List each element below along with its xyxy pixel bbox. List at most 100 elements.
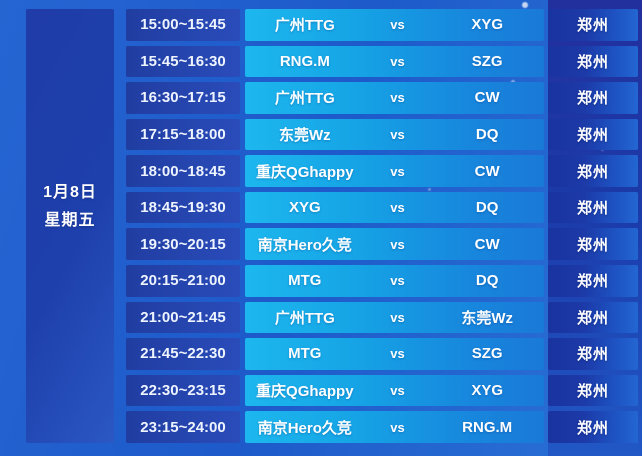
venue-cell: 郑州	[548, 82, 638, 114]
team-home: XYG	[288, 199, 321, 217]
team-home: 重庆QGhappy	[256, 163, 354, 181]
table-row: 20:15~21:00 MTG vs DQ 郑州	[126, 265, 642, 297]
match-cell: 南京Hero久竞 vs CW	[245, 228, 544, 260]
venue-cell: 郑州	[548, 301, 638, 334]
venue-label: 郑州	[576, 17, 609, 35]
time-cell: 17:15~18:00	[126, 118, 240, 151]
time-cell: 18:45~19:30	[126, 191, 240, 224]
venue-label: 郑州	[576, 200, 609, 218]
venue-label: 郑州	[576, 309, 609, 327]
team-home: 重庆QGhappy	[256, 383, 354, 401]
time-cell: 21:00~21:45	[126, 301, 240, 334]
team-home: 广州TTG	[274, 309, 335, 327]
time-range: 19:30~20:15	[140, 235, 226, 253]
time-cell: 19:30~20:15	[126, 228, 240, 260]
time-cell: 22:30~23:15	[126, 374, 240, 407]
team-home: 南京Hero久竞	[257, 236, 352, 254]
venue-cell: 郑州	[548, 191, 638, 224]
venue-label: 郑州	[576, 419, 609, 437]
vs-label: vs	[390, 273, 405, 289]
venue-cell: 郑州	[548, 338, 638, 370]
time-range: 21:45~22:30	[140, 345, 226, 363]
table-row: 15:45~16:30 RNG.M vs SZG 郑州	[126, 45, 642, 78]
match-cell: MTG vs DQ	[245, 265, 544, 297]
venue-label: 郑州	[576, 346, 609, 364]
time-cell: 18:00~18:45	[126, 155, 240, 187]
venue-cell: 郑州	[548, 118, 638, 151]
venue-cell: 郑州	[548, 9, 638, 41]
team-home: 广州TTG	[274, 90, 335, 108]
time-range: 15:00~15:45	[140, 16, 226, 34]
date-day: 1月8日	[43, 184, 97, 201]
vs-label: vs	[390, 419, 405, 435]
match-cell: 重庆QGhappy vs XYG	[245, 374, 544, 407]
venue-label: 郑州	[576, 53, 609, 71]
venue-cell: 郑州	[548, 265, 638, 297]
team-away: 东莞Wz	[461, 309, 514, 327]
vs-label: vs	[390, 126, 405, 142]
venue-label: 郑州	[576, 90, 609, 108]
vs-label: vs	[390, 163, 405, 179]
sparkle-dot	[522, 2, 528, 8]
vs-label: vs	[390, 383, 405, 399]
time-cell: 15:45~16:30	[126, 45, 240, 78]
table-row: 19:30~20:15 南京Hero久竞 vs CW 郑州	[126, 228, 642, 260]
venue-label: 郑州	[576, 126, 609, 144]
venue-cell: 郑州	[548, 45, 638, 78]
time-range: 15:45~16:30	[140, 52, 226, 70]
match-cell: RNG.M vs SZG	[245, 45, 544, 78]
table-row: 17:15~18:00 东莞Wz vs DQ 郑州	[126, 118, 642, 151]
table-row: 21:45~22:30 MTG vs SZG 郑州	[126, 338, 642, 370]
match-cell: 广州TTG vs 东莞Wz	[245, 301, 544, 334]
team-away: DQ	[475, 199, 499, 217]
time-cell: 23:15~24:00	[126, 411, 240, 443]
match-cell: 广州TTG vs CW	[245, 82, 544, 114]
match-cell: XYG vs DQ	[245, 191, 544, 224]
team-away: SZG	[471, 52, 503, 70]
team-away: DQ	[475, 125, 499, 143]
table-row: 23:15~24:00 南京Hero久竞 vs RNG.M 郑州	[126, 411, 642, 443]
table-row: 18:00~18:45 重庆QGhappy vs CW 郑州	[126, 155, 642, 187]
team-away: CW	[474, 89, 500, 107]
time-range: 21:00~21:45	[140, 308, 226, 326]
table-row: 15:00~15:45 广州TTG vs XYG 郑州	[126, 9, 642, 41]
match-cell: 南京Hero久竞 vs RNG.M	[245, 411, 544, 443]
team-home: MTG	[288, 345, 322, 363]
team-away: XYG	[471, 16, 504, 34]
team-home: 东莞Wz	[278, 126, 331, 144]
table-row: 16:30~17:15 广州TTG vs CW 郑州	[126, 82, 642, 114]
vs-label: vs	[390, 17, 405, 33]
time-range: 16:30~17:15	[140, 89, 226, 107]
venue-cell: 郑州	[548, 155, 638, 187]
table-row: 18:45~19:30 XYG vs DQ 郑州	[126, 191, 642, 224]
team-away: CW	[474, 162, 500, 180]
time-cell: 20:15~21:00	[126, 265, 240, 297]
venue-label: 郑州	[576, 273, 609, 291]
vs-label: vs	[390, 309, 405, 325]
vs-label: vs	[390, 346, 405, 362]
schedule-rows: 15:00~15:45 广州TTG vs XYG 郑州 15:45~16:30 …	[126, 9, 642, 443]
venue-label: 郑州	[576, 236, 609, 254]
time-range: 18:45~19:30	[140, 199, 226, 217]
date-weekday: 星期五	[44, 212, 96, 229]
table-row: 22:30~23:15 重庆QGhappy vs XYG 郑州	[126, 374, 642, 407]
venue-cell: 郑州	[548, 228, 638, 260]
team-home: RNG.M	[279, 52, 330, 70]
team-home: MTG	[288, 272, 322, 290]
team-away: CW	[474, 235, 500, 253]
time-range: 23:15~24:00	[140, 418, 226, 436]
match-cell: 广州TTG vs XYG	[245, 9, 544, 41]
time-cell: 16:30~17:15	[126, 82, 240, 114]
team-home: 广州TTG	[274, 17, 335, 35]
venue-label: 郑州	[576, 383, 609, 401]
team-away: RNG.M	[462, 418, 513, 436]
vs-label: vs	[390, 53, 405, 69]
venue-cell: 郑州	[548, 374, 638, 407]
vs-label: vs	[390, 236, 405, 252]
team-away: SZG	[471, 345, 503, 363]
time-range: 18:00~18:45	[140, 162, 226, 180]
match-cell: MTG vs SZG	[245, 338, 544, 370]
venue-cell: 郑州	[548, 411, 638, 443]
team-away: XYG	[471, 382, 504, 400]
